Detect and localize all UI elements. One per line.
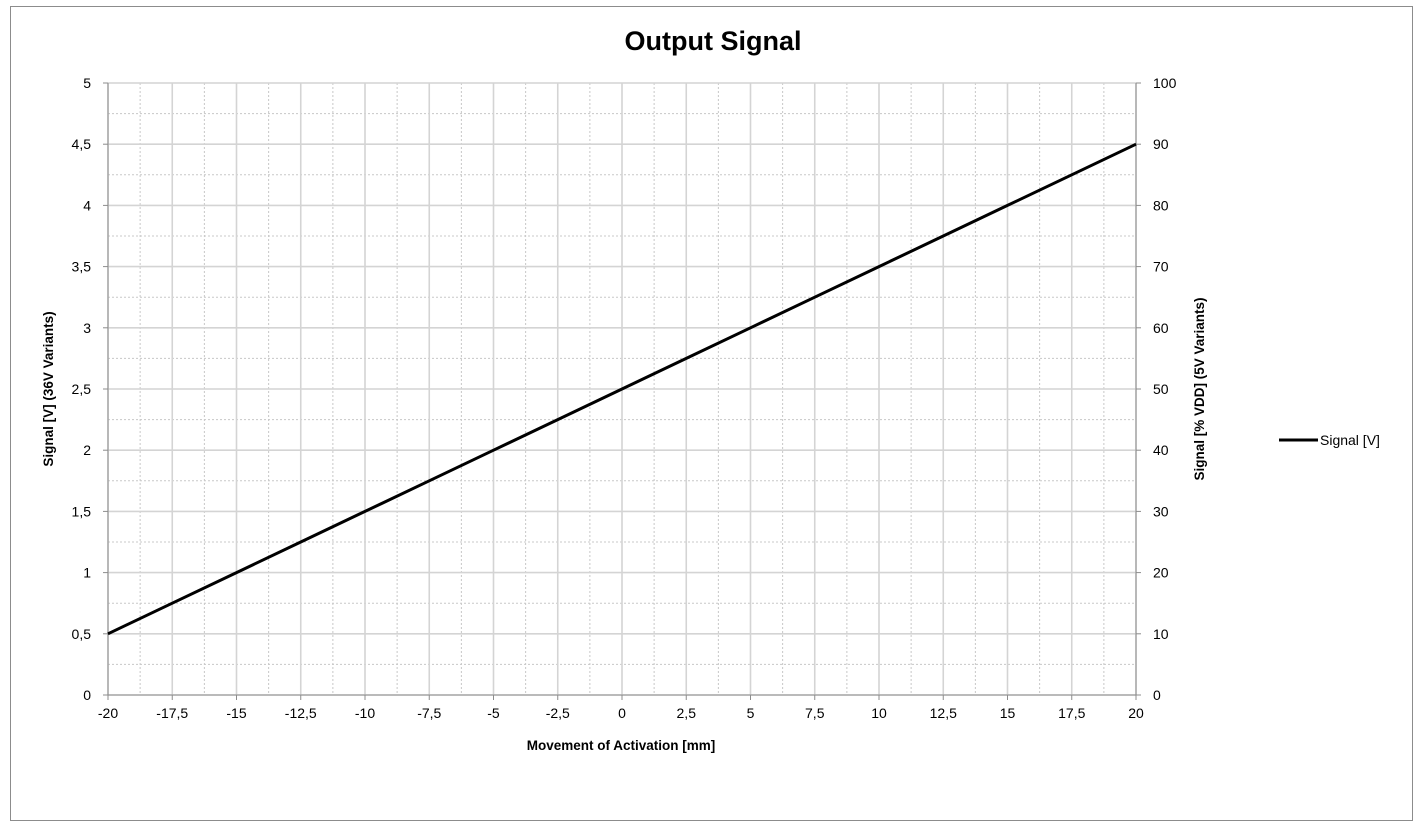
y2-tick-label: 70 <box>1153 259 1169 275</box>
y2-tick-label: 0 <box>1153 687 1161 703</box>
chart-frame: -20 -17,5 -15 -12,5 -10 -7,5 -5 -2,5 0 2,5 5 7,5 10 1… <box>10 6 1413 821</box>
chart-svg: -20 -17,5 -15 -12,5 -10 -7,5 -5 -2,5 0 2,5 5 7,5 10 1… <box>41 26 1380 753</box>
x-tick-label: 17,5 <box>1058 705 1085 721</box>
x-tick-label: 7,5 <box>805 705 825 721</box>
y-tick-label: 2,5 <box>72 381 92 397</box>
labels-layer: -20 -17,5 -15 -12,5 -10 -7,5 -5 -2,5 0 2,5 5 7,5 10 1… <box>72 75 1177 721</box>
x-axis-title: Movement of Activation [mm] <box>527 738 716 753</box>
legend-label: Signal [V] <box>1320 432 1380 448</box>
y-tick-label: 3 <box>83 320 91 336</box>
x-tick-label: -12,5 <box>285 705 317 721</box>
x-tick-label: 0 <box>618 705 626 721</box>
x-tick-label: -10 <box>355 705 375 721</box>
y-tick-label: 4,5 <box>72 136 92 152</box>
x-tick-label: -20 <box>98 705 118 721</box>
y2-tick-label: 30 <box>1153 503 1169 519</box>
y2-tick-label: 10 <box>1153 626 1169 642</box>
x-tick-label: -2,5 <box>546 705 570 721</box>
y-tick-label: 0 <box>83 687 91 703</box>
y2-tick-label: 100 <box>1153 75 1177 91</box>
x-tick-label: -17,5 <box>156 705 188 721</box>
y-tick-label: 1,5 <box>72 503 92 519</box>
y2-tick-label: 50 <box>1153 381 1169 397</box>
y-tick-label: 0,5 <box>72 626 92 642</box>
y2-axis-title: Signal [% VDD] (5V Variants) <box>1192 297 1207 480</box>
y-tick-label: 3,5 <box>72 259 92 275</box>
y2-tick-label: 90 <box>1153 136 1169 152</box>
y2-tick-label: 60 <box>1153 320 1169 336</box>
x-tick-label: 5 <box>747 705 755 721</box>
y-axis-title: Signal [V] (36V Variants) <box>41 311 56 466</box>
y-tick-label: 5 <box>83 75 91 91</box>
x-tick-label: -15 <box>226 705 246 721</box>
x-tick-label: 20 <box>1128 705 1144 721</box>
y2-tick-label: 20 <box>1153 565 1169 581</box>
y-tick-label: 4 <box>83 197 91 213</box>
chart-title: Output Signal <box>625 26 802 56</box>
series-layer <box>107 142 1137 636</box>
y2-tick-label: 80 <box>1153 197 1169 213</box>
legend: Signal [V] <box>1279 432 1380 448</box>
x-tick-label: 10 <box>871 705 887 721</box>
x-tick-label: 2,5 <box>677 705 697 721</box>
series-line-signal-v <box>107 142 1137 636</box>
axes-layer <box>103 82 1141 700</box>
x-tick-label: 15 <box>1000 705 1016 721</box>
x-tick-label: -7,5 <box>417 705 441 721</box>
x-tick-label: -5 <box>487 705 500 721</box>
y-tick-label: 1 <box>83 565 91 581</box>
x-tick-label: 12,5 <box>930 705 957 721</box>
y2-tick-label: 40 <box>1153 442 1169 458</box>
y-tick-label: 2 <box>83 442 91 458</box>
